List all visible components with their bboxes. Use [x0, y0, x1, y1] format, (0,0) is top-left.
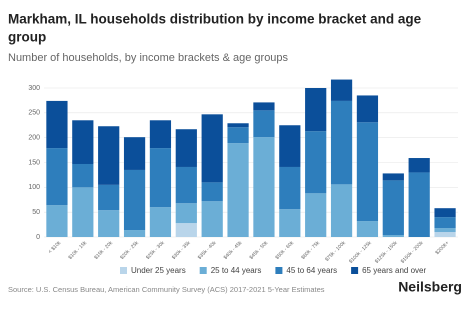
bar-segment — [253, 110, 275, 138]
bar-segment — [382, 235, 404, 237]
x-tick-label: $100k - 125k — [348, 240, 373, 265]
bar-segment — [434, 208, 456, 218]
bar-segment — [330, 100, 353, 185]
x-tick-label: $30k - 35k — [171, 240, 192, 261]
y-tick-label: 50 — [32, 209, 40, 216]
x-tick-label: $50k - 60k — [274, 240, 295, 261]
bar-segment — [149, 148, 172, 208]
bar-segment — [279, 209, 301, 237]
bar-segment — [382, 180, 404, 236]
bar-segment — [279, 125, 301, 167]
legend-swatch — [120, 267, 127, 274]
y-tick-label: 0 — [36, 234, 40, 241]
bar-segment — [330, 79, 353, 101]
x-tick-label: < $10k — [47, 240, 62, 255]
legend-swatch — [275, 267, 283, 274]
bar-segment — [72, 163, 94, 188]
x-tick-label: $20k - 25k — [119, 240, 140, 261]
bar-segment — [149, 207, 172, 237]
y-tick-label: 200 — [28, 135, 40, 142]
bar-segment — [123, 230, 146, 237]
bar-segment — [305, 88, 327, 132]
bar-segment — [434, 217, 456, 229]
bar-segment — [46, 148, 68, 206]
x-tick-label: $200k+ — [434, 240, 450, 256]
x-tick-label: $35k - 40k — [197, 240, 218, 261]
bar-segment — [46, 100, 68, 149]
bar-segment — [46, 205, 68, 237]
legend-label: Under 25 years — [131, 266, 186, 275]
bar-segment — [227, 127, 249, 144]
chart-title: Markham, IL households distribution by i… — [8, 12, 422, 27]
bar-segment — [279, 166, 301, 210]
brand: Neilsberg — [398, 279, 462, 295]
bar-segment — [330, 184, 353, 237]
x-tick-label: $125k - 150k — [374, 240, 399, 265]
x-tick-label: $40k - 45k — [223, 240, 244, 261]
bar-segment — [175, 223, 197, 237]
bar-segment — [72, 187, 94, 237]
x-tick-label: $60k - 75k — [300, 240, 321, 261]
bar-segment — [123, 137, 146, 170]
bar-segment — [149, 120, 172, 149]
bar-segment — [227, 143, 249, 237]
bar-segment — [98, 210, 120, 237]
y-tick-label: 100 — [28, 184, 40, 191]
bar-segment — [356, 95, 379, 123]
bar-segment — [227, 123, 249, 128]
y-tick-label: 300 — [28, 85, 40, 92]
legend-label: 45 to 64 years — [286, 266, 337, 275]
bar-segment — [175, 129, 197, 167]
chart-subtitle: Number of households, by income brackets… — [8, 52, 289, 64]
bar-segment — [434, 228, 456, 233]
legend-label: 65 years and over — [362, 266, 426, 275]
bar-segment — [253, 137, 275, 237]
y-tick-label: 250 — [28, 110, 40, 117]
bar-segment — [253, 102, 275, 111]
x-tick-label: $45k - 50k — [249, 240, 270, 261]
bar-segment — [382, 173, 404, 181]
bar-segment — [123, 169, 146, 231]
x-tick-label: $15k - 20k — [93, 240, 114, 261]
bar-segment — [98, 184, 120, 211]
y-tick-label: 150 — [28, 159, 40, 166]
bar-segment — [408, 172, 430, 237]
bar-segment — [72, 120, 94, 164]
bar-segment — [201, 201, 223, 237]
legend-swatch — [351, 267, 359, 274]
x-tick-label: $25k - 30k — [145, 240, 166, 261]
bar-segment — [201, 114, 223, 183]
bar-segment — [175, 166, 197, 204]
bar-segment — [434, 232, 456, 237]
x-tick-label: $10k - 15k — [67, 240, 88, 261]
bar-segment — [408, 158, 430, 173]
bar-segment — [305, 131, 327, 194]
legend-label: 25 to 44 years — [211, 266, 262, 275]
bar-segment — [356, 122, 379, 222]
x-tick-label: $75k - 100k — [324, 240, 347, 263]
bar-segment — [305, 193, 327, 237]
bar-segment — [175, 203, 197, 224]
x-tick-label: $150k - 200k — [400, 240, 425, 265]
bar-segment — [98, 126, 120, 185]
bar-segment — [201, 182, 223, 202]
legend-swatch — [199, 267, 207, 274]
bar-segment — [356, 221, 379, 237]
source: Source: U.S. Census Bureau, American Com… — [8, 285, 325, 294]
chart-title: group — [8, 30, 46, 45]
